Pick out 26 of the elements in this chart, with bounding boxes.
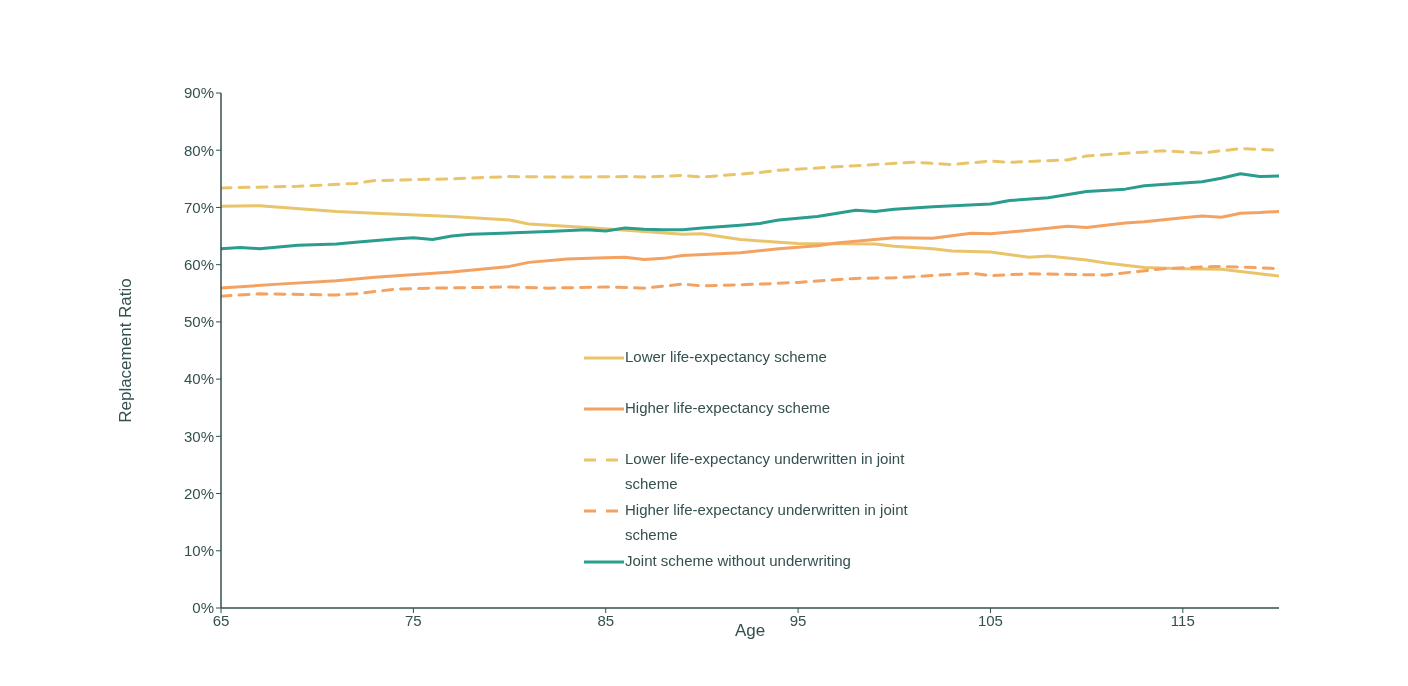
legend-label: Lower life-expectancy underwritten in joint scheme <box>625 449 906 494</box>
x-tick-label: 65 <box>212 611 230 629</box>
y-tick-label: 80% <box>183 141 214 159</box>
x-tick-label: 85 <box>597 611 615 629</box>
x-tick-label: 75 <box>405 611 422 629</box>
y-tick-label: 90% <box>183 84 214 102</box>
y-axis-title: Replacement Ratio <box>116 278 136 423</box>
y-tick-label: 60% <box>183 255 214 273</box>
y-tick-label: 70% <box>183 198 214 216</box>
line-series <box>221 204 1279 278</box>
y-tick-label: 10% <box>183 542 214 560</box>
y-tick-label: 50% <box>183 313 214 331</box>
y-tick-label: 30% <box>183 427 214 445</box>
x-tick-label: 95 <box>789 611 807 629</box>
line-series <box>221 209 1279 290</box>
legend-label: Joint scheme without underwriting <box>625 551 851 571</box>
legend-label: Higher life-expectancy underwritten in joint scheme <box>625 500 909 545</box>
x-tick-label: 105 <box>977 611 1003 629</box>
legend-label: Lower life-expectancy scheme <box>625 347 827 367</box>
y-tick-label: 20% <box>183 484 214 502</box>
legend-label: Higher life-expectancy scheme <box>625 398 831 418</box>
line-series <box>221 172 1279 251</box>
x-axis-title: Age <box>734 621 766 640</box>
x-tick-label: 115 <box>1170 611 1195 629</box>
y-tick-label: 0% <box>192 599 214 617</box>
y-tick-label: 40% <box>183 370 214 388</box>
